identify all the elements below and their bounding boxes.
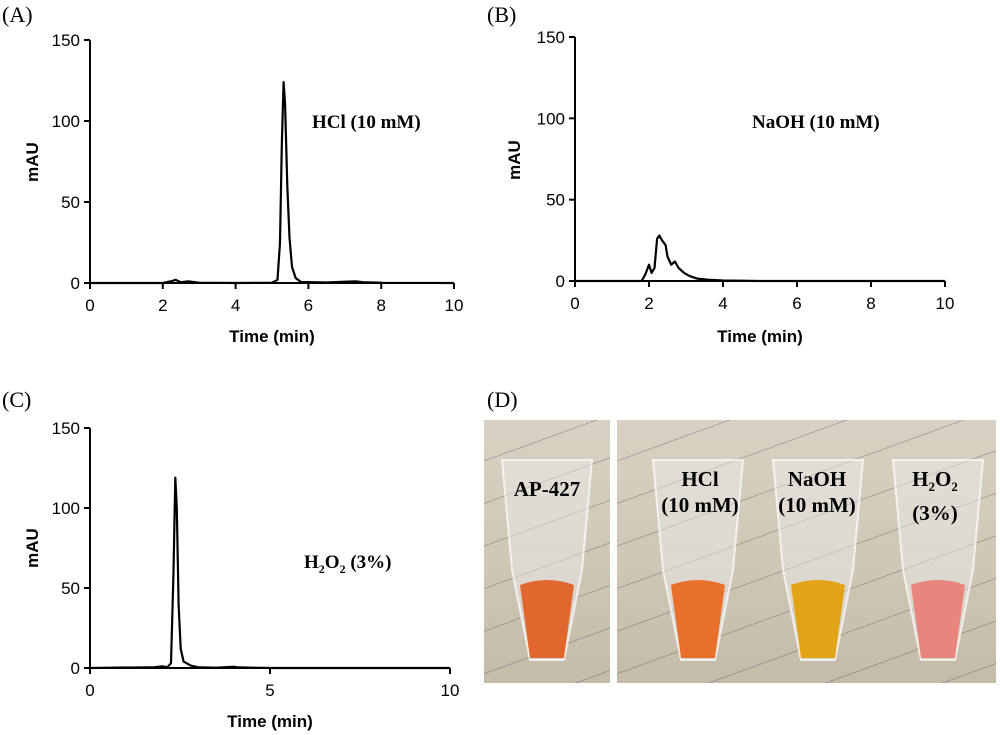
x-tick-label: 0 [85,296,94,315]
x-tick-label: 2 [644,294,653,313]
y-tick-label: 0 [556,272,565,291]
photo-left: AP-427 [484,420,610,683]
x-tick-label: 8 [866,294,875,313]
h2o2-o: O [935,467,952,491]
chromatogram-line [575,234,945,283]
tube-label-h2o2-line1: H2O2 [875,466,995,500]
h2o2-sub1: 2 [928,479,936,495]
panel-letter-c: (C) [2,387,32,412]
photo-right: HCl (10 mM) NaOH (10 mM) H2O2 (3%) [617,420,996,683]
tube-label-hcl-line1: HCl [681,467,719,491]
x-tick-label: 6 [304,296,313,315]
y-tick-label: 50 [61,193,80,212]
y-tick-label: 150 [52,31,80,50]
tube-label-h2o2: H2O2 (3%) [875,466,995,526]
tube-hcl [651,459,745,661]
x-tick-label: 5 [265,681,274,700]
x-tick-label: 6 [792,294,801,313]
y-tick-label: 150 [537,28,565,47]
series-annotation: NaOH (10 mM) [752,112,880,133]
panel-letter-a: (A) [2,2,33,27]
x-tick-label: 4 [718,294,727,313]
series-annotation: H2O2 (3%) [304,552,391,576]
tube-label-naoh: NaOH (10 mM) [757,466,877,518]
chromatogram-line [89,476,450,670]
tube-label-hcl-line2: (10 mM) [661,493,739,517]
y-axis-label: mAU [23,142,42,182]
x-tick-label: 4 [231,296,240,315]
y-tick-label: 0 [71,659,80,678]
tube-ap427 [500,459,594,661]
h2o2-h: H [912,467,929,491]
y-axis-label: mAU [23,528,42,568]
x-tick-label: 2 [158,296,167,315]
y-tick-label: 100 [52,499,80,518]
tube-label-hcl: HCl (10 mM) [640,466,760,518]
tube-naoh [771,459,865,661]
tube-label-ap427-text: AP-427 [513,477,581,501]
x-axis-label: Time (min) [717,327,803,346]
y-tick-label: 50 [546,191,565,210]
h2o2-sub2: 2 [951,479,958,495]
tube-label-h2o2-line2: (3%) [912,501,958,526]
x-axis-label: Time (min) [227,712,313,731]
y-tick-label: 100 [537,109,565,128]
series-annotation: HCl (10 mM) [312,112,421,133]
x-tick-label: 0 [570,294,579,313]
x-tick-label: 0 [85,681,94,700]
y-tick-label: 0 [71,274,80,293]
y-axis-label: mAU [505,140,524,180]
chromatogram-line [90,81,455,285]
y-tick-label: 50 [61,579,80,598]
x-tick-label: 8 [376,296,385,315]
y-tick-label: 150 [52,419,80,438]
y-tick-label: 100 [52,112,80,131]
panel-letter-d: (D) [487,387,518,412]
x-axis-label: Time (min) [229,327,315,346]
tube-label-ap427: AP-427 [487,476,607,502]
x-tick-label: 10 [441,681,460,700]
tube-label-naoh-line1: NaOH [787,467,847,491]
panel-letter-b: (B) [487,2,517,27]
tube-label-naoh-line2: (10 mM) [778,493,856,517]
tube-h2o2 [891,459,985,661]
x-tick-label: 10 [445,296,464,315]
x-tick-label: 10 [936,294,955,313]
